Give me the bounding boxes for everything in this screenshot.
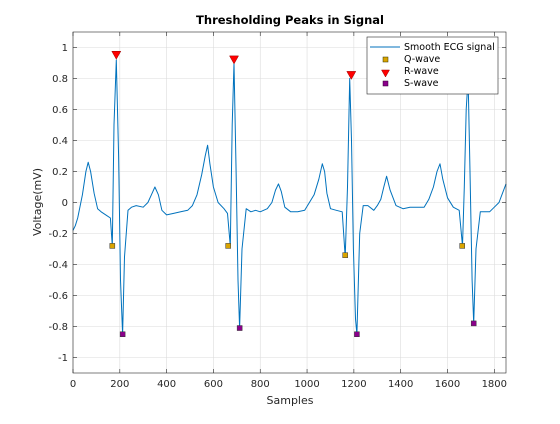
q-wave-point (225, 243, 231, 249)
x-tick-label: 800 (251, 379, 270, 390)
r-wave-point (346, 71, 357, 80)
x-tick-label: 1600 (435, 379, 460, 390)
y-tick-label: -1 (58, 353, 68, 364)
y-tick-label: 1 (62, 43, 68, 54)
x-tick-label: 1400 (388, 379, 413, 390)
q-wave-point (342, 252, 348, 258)
y-tick-label: -0.8 (48, 322, 68, 333)
x-tick-label: 1800 (482, 379, 507, 390)
s-wave-point (470, 320, 477, 327)
y-tick-label: 0.4 (52, 136, 68, 147)
q-wave-point (459, 243, 465, 249)
y-tick-label: 0.2 (52, 167, 68, 178)
chart-title: Thresholding Peaks in Signal (196, 13, 384, 27)
s-wave-point (354, 331, 360, 337)
legend-label-r: R-wave (404, 66, 439, 77)
q-wave-point (109, 243, 116, 249)
legend-marker-r (381, 69, 390, 78)
y-tick-label: -0.4 (48, 260, 68, 271)
x-tick-label: 400 (157, 379, 176, 390)
marker-layer (109, 51, 477, 337)
series-line-ecg (72, 59, 507, 335)
y-tick-label: 0.6 (52, 105, 68, 116)
legend: Smooth ECG signal Q-wave R-wave S-wave (366, 36, 499, 95)
legend-label-s: S-wave (404, 78, 439, 89)
s-wave-point (236, 325, 243, 331)
legend-marker-q (382, 56, 389, 63)
x-tick-label: 200 (110, 379, 129, 390)
series-layer (72, 59, 507, 335)
x-tick-label: 1200 (341, 379, 366, 390)
x-axis-label: Samples (267, 394, 314, 407)
s-wave-point (119, 331, 126, 337)
y-tick-label: 0 (62, 198, 68, 209)
y-tick-label: -0.6 (48, 291, 68, 302)
legend-label-ecg: Smooth ECG signal (404, 42, 495, 53)
x-tick-label: 600 (204, 379, 223, 390)
y-tick-label: 0.8 (52, 74, 68, 85)
legend-marker-s (382, 80, 389, 87)
legend-label-q: Q-wave (404, 54, 440, 65)
y-axis-label: Voltage(mV) (31, 168, 44, 236)
x-tick-label: 1000 (294, 379, 319, 390)
r-wave-point (229, 55, 239, 65)
y-tick-label: -0.2 (48, 229, 68, 240)
r-wave-point (111, 51, 122, 60)
x-tick-label: 0 (70, 379, 76, 390)
ticks: 0 200 400 600 800 1000 1200 1400 1600 1800 -1 -0.8 -… (48, 32, 507, 390)
